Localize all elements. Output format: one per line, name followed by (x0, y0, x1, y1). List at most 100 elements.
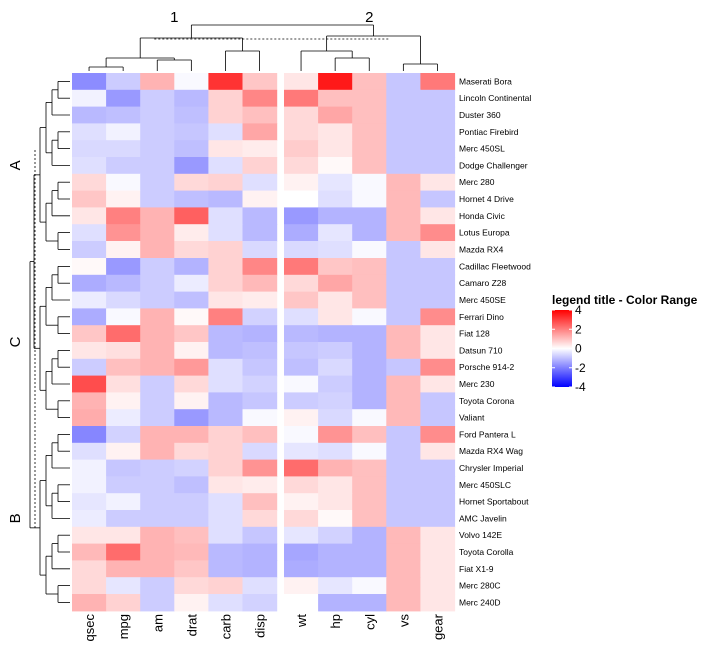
row-label: Merc 230 (459, 379, 495, 389)
row-label: Valiant (459, 413, 485, 423)
heatmap-cell (284, 157, 319, 175)
heatmap-cell (420, 526, 456, 545)
heatmap-cell (208, 173, 244, 192)
heatmap-cell (106, 510, 141, 528)
heatmap-cell (72, 392, 107, 410)
heatmap-cell (386, 342, 421, 360)
legend-tick-label: 2 (575, 322, 582, 336)
heatmap-cell (72, 459, 107, 477)
heatmap-cell (386, 392, 421, 410)
heatmap-cell (208, 409, 244, 427)
row-label: Porsche 914-2 (459, 362, 515, 372)
heatmap-cell (420, 459, 456, 477)
heatmap-cell (106, 190, 141, 208)
heatmap-cell (208, 358, 244, 377)
heatmap-cell (386, 224, 421, 242)
heatmap-cell (420, 409, 456, 427)
heatmap-cell (174, 442, 209, 461)
heatmap-cell (352, 526, 387, 545)
heatmap-cell (352, 173, 387, 192)
heatmap-cell (106, 258, 141, 276)
heatmap-cell (242, 543, 278, 561)
heatmap-cell (106, 577, 141, 595)
heatmap-cell (72, 140, 107, 158)
heatmap-cell (242, 392, 278, 410)
heatmap-cell (174, 274, 209, 293)
heatmap-cell (72, 476, 107, 494)
heatmap-cell (420, 291, 456, 309)
row-dendrogram (29, 81, 70, 603)
heatmap-cell (242, 123, 278, 141)
heatmap-cell (72, 493, 107, 511)
heatmap-cell (242, 224, 278, 242)
heatmap-cell (386, 476, 421, 494)
heatmap-cell (140, 543, 175, 561)
heatmap-cell (106, 173, 141, 192)
column-labels: qsec mpg am drat carb disp wt hp cyl vs gear (82, 613, 445, 641)
heatmap-cell (284, 358, 319, 377)
heatmap-cell (174, 73, 209, 91)
row-label: Cadillac Fleetwood (459, 261, 531, 271)
heatmap-cell (284, 409, 319, 427)
column-label: wt (294, 614, 309, 628)
heatmap-cell (386, 594, 421, 612)
heatmap-cell (72, 325, 107, 343)
heatmap-cell (174, 291, 209, 309)
heatmap-cell (140, 140, 175, 158)
heatmap-cells (72, 73, 456, 612)
row-label: Merc 450SL (459, 144, 505, 154)
heatmap-cell (140, 476, 175, 494)
heatmap-cell (106, 476, 141, 494)
heatmap-cell (106, 73, 141, 91)
heatmap-cell (318, 342, 353, 360)
heatmap-cell (420, 375, 456, 393)
row-label: Duster 360 (459, 110, 501, 120)
heatmap-cell (420, 224, 456, 242)
legend-tick-label: -2 (575, 361, 586, 375)
heatmap-cell (72, 526, 107, 545)
heatmap-cell (284, 106, 319, 124)
heatmap-cell (208, 476, 244, 494)
heatmap-cell (106, 358, 141, 377)
heatmap-cell (386, 89, 421, 108)
heatmap-cell (242, 106, 278, 124)
column-label: cyl (362, 614, 377, 630)
heatmap-cell (208, 258, 244, 276)
heatmap-cell (352, 426, 387, 444)
heatmap-cell (352, 241, 387, 259)
column-label: drat (184, 614, 199, 637)
heatmap-cell (174, 426, 209, 444)
heatmap-cell (106, 123, 141, 141)
column-label: gear (430, 613, 445, 640)
row-group-label: C (7, 336, 24, 347)
heatmap-cell (174, 140, 209, 158)
heatmap-cell (242, 358, 278, 377)
heatmap-cell (318, 140, 353, 158)
heatmap-cell (208, 123, 244, 141)
column-label: carb (218, 614, 233, 639)
heatmap-cell (174, 224, 209, 242)
heatmap-cell (140, 493, 175, 511)
heatmap-cell (352, 140, 387, 158)
heatmap-cell (386, 560, 421, 578)
column-group-label: 1 (170, 9, 178, 26)
heatmap-cell (208, 106, 244, 124)
heatmap-cell (352, 342, 387, 360)
heatmap-cell (352, 392, 387, 410)
heatmap-cell (72, 426, 107, 444)
heatmap-cell (420, 442, 456, 461)
heatmap-cell (284, 342, 319, 360)
heatmap-cell (420, 190, 456, 208)
heatmap-cell (242, 140, 278, 158)
heatmap-cell (72, 358, 107, 377)
heatmap-cell (140, 308, 175, 326)
heatmap-cell (72, 89, 107, 108)
heatmap-cell (174, 106, 209, 124)
heatmap-cell (284, 73, 319, 91)
heatmap-cell (284, 140, 319, 158)
heatmap-cell (420, 543, 456, 561)
column-label: qsec (82, 614, 97, 642)
heatmap-cell (140, 173, 175, 192)
heatmap-cell (174, 577, 209, 595)
heatmap-cell (208, 291, 244, 309)
